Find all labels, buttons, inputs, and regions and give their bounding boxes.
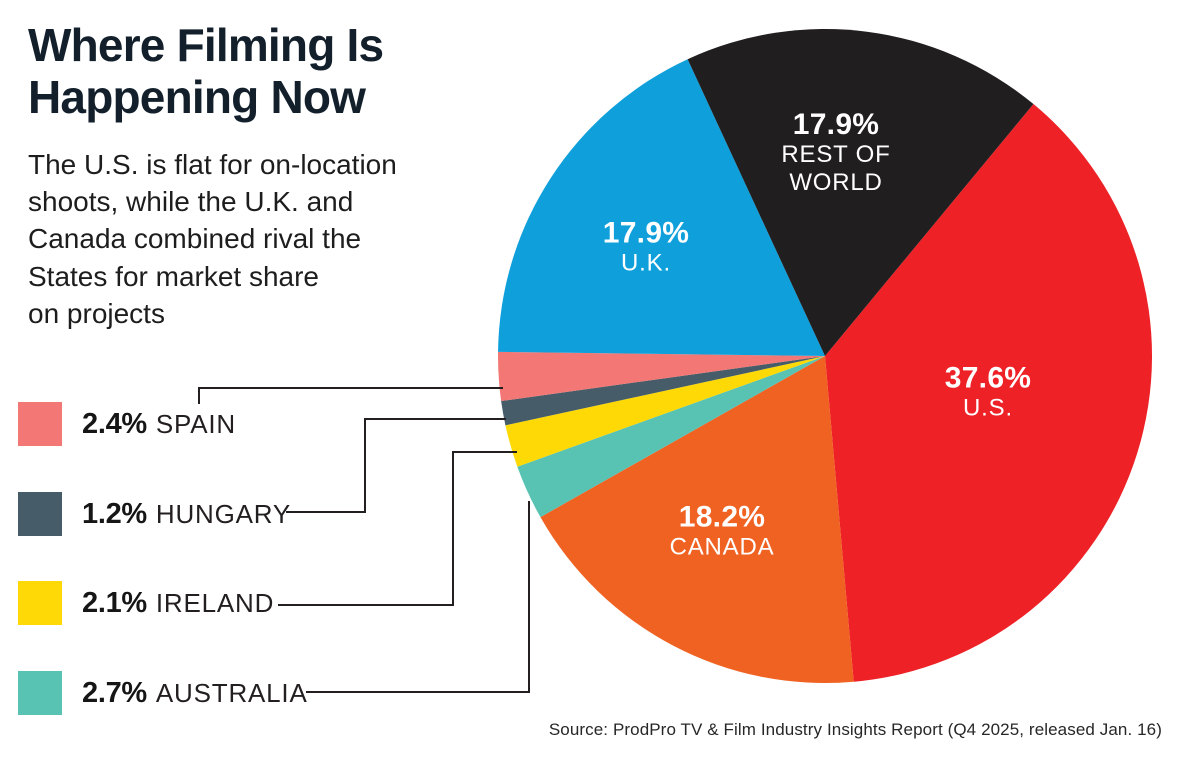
legend-percent-spain: 2.4% xyxy=(82,407,147,440)
callout-line-spain xyxy=(198,387,503,404)
legend-label-spain: SPAIN xyxy=(155,408,237,439)
callout-line-hungary xyxy=(286,418,506,513)
pie-slice-spain xyxy=(498,351,825,402)
legend-item-australia: 2.7% AUSTRALIA xyxy=(18,671,308,715)
legend-item-spain: 2.4% SPAIN xyxy=(18,402,236,446)
pie-slice-australia xyxy=(517,356,825,518)
pie-slice-hungary xyxy=(501,356,825,426)
pie-slice-row xyxy=(687,28,1034,357)
legend-item-ireland: 2.1% IRELAND xyxy=(18,581,274,625)
legend-swatch-australia xyxy=(18,671,62,715)
legend-swatch-hungary xyxy=(18,492,62,536)
source-attribution: Source: ProdPro TV & Film Industry Insig… xyxy=(548,720,1162,739)
legend-swatch-ireland xyxy=(18,581,62,625)
legend-percent-hungary: 1.2% xyxy=(82,497,147,530)
legend-label-australia: AUSTRALIA xyxy=(155,677,308,708)
legend-label-hungary: HUNGARY xyxy=(155,498,292,529)
legend-percent-australia: 2.7% xyxy=(82,676,147,709)
pie-slice-uk xyxy=(498,59,825,356)
callout-line-ireland xyxy=(278,451,517,606)
pie-slice-ireland xyxy=(505,356,825,467)
chart-subtitle: The U.S. is flat for on-location shoots,… xyxy=(28,149,397,329)
callout-line-australia xyxy=(306,501,530,693)
legend-item-hungary: 1.2% HUNGARY xyxy=(18,492,291,536)
legend-label-ireland: IRELAND xyxy=(155,587,275,618)
pie-slice-us xyxy=(825,104,1153,682)
legend-percent-ireland: 2.1% xyxy=(82,586,147,619)
legend-swatch-spain xyxy=(18,402,62,446)
pie-slice-canada xyxy=(540,356,854,684)
page-title: Where Filming Is Happening Now xyxy=(28,19,384,123)
